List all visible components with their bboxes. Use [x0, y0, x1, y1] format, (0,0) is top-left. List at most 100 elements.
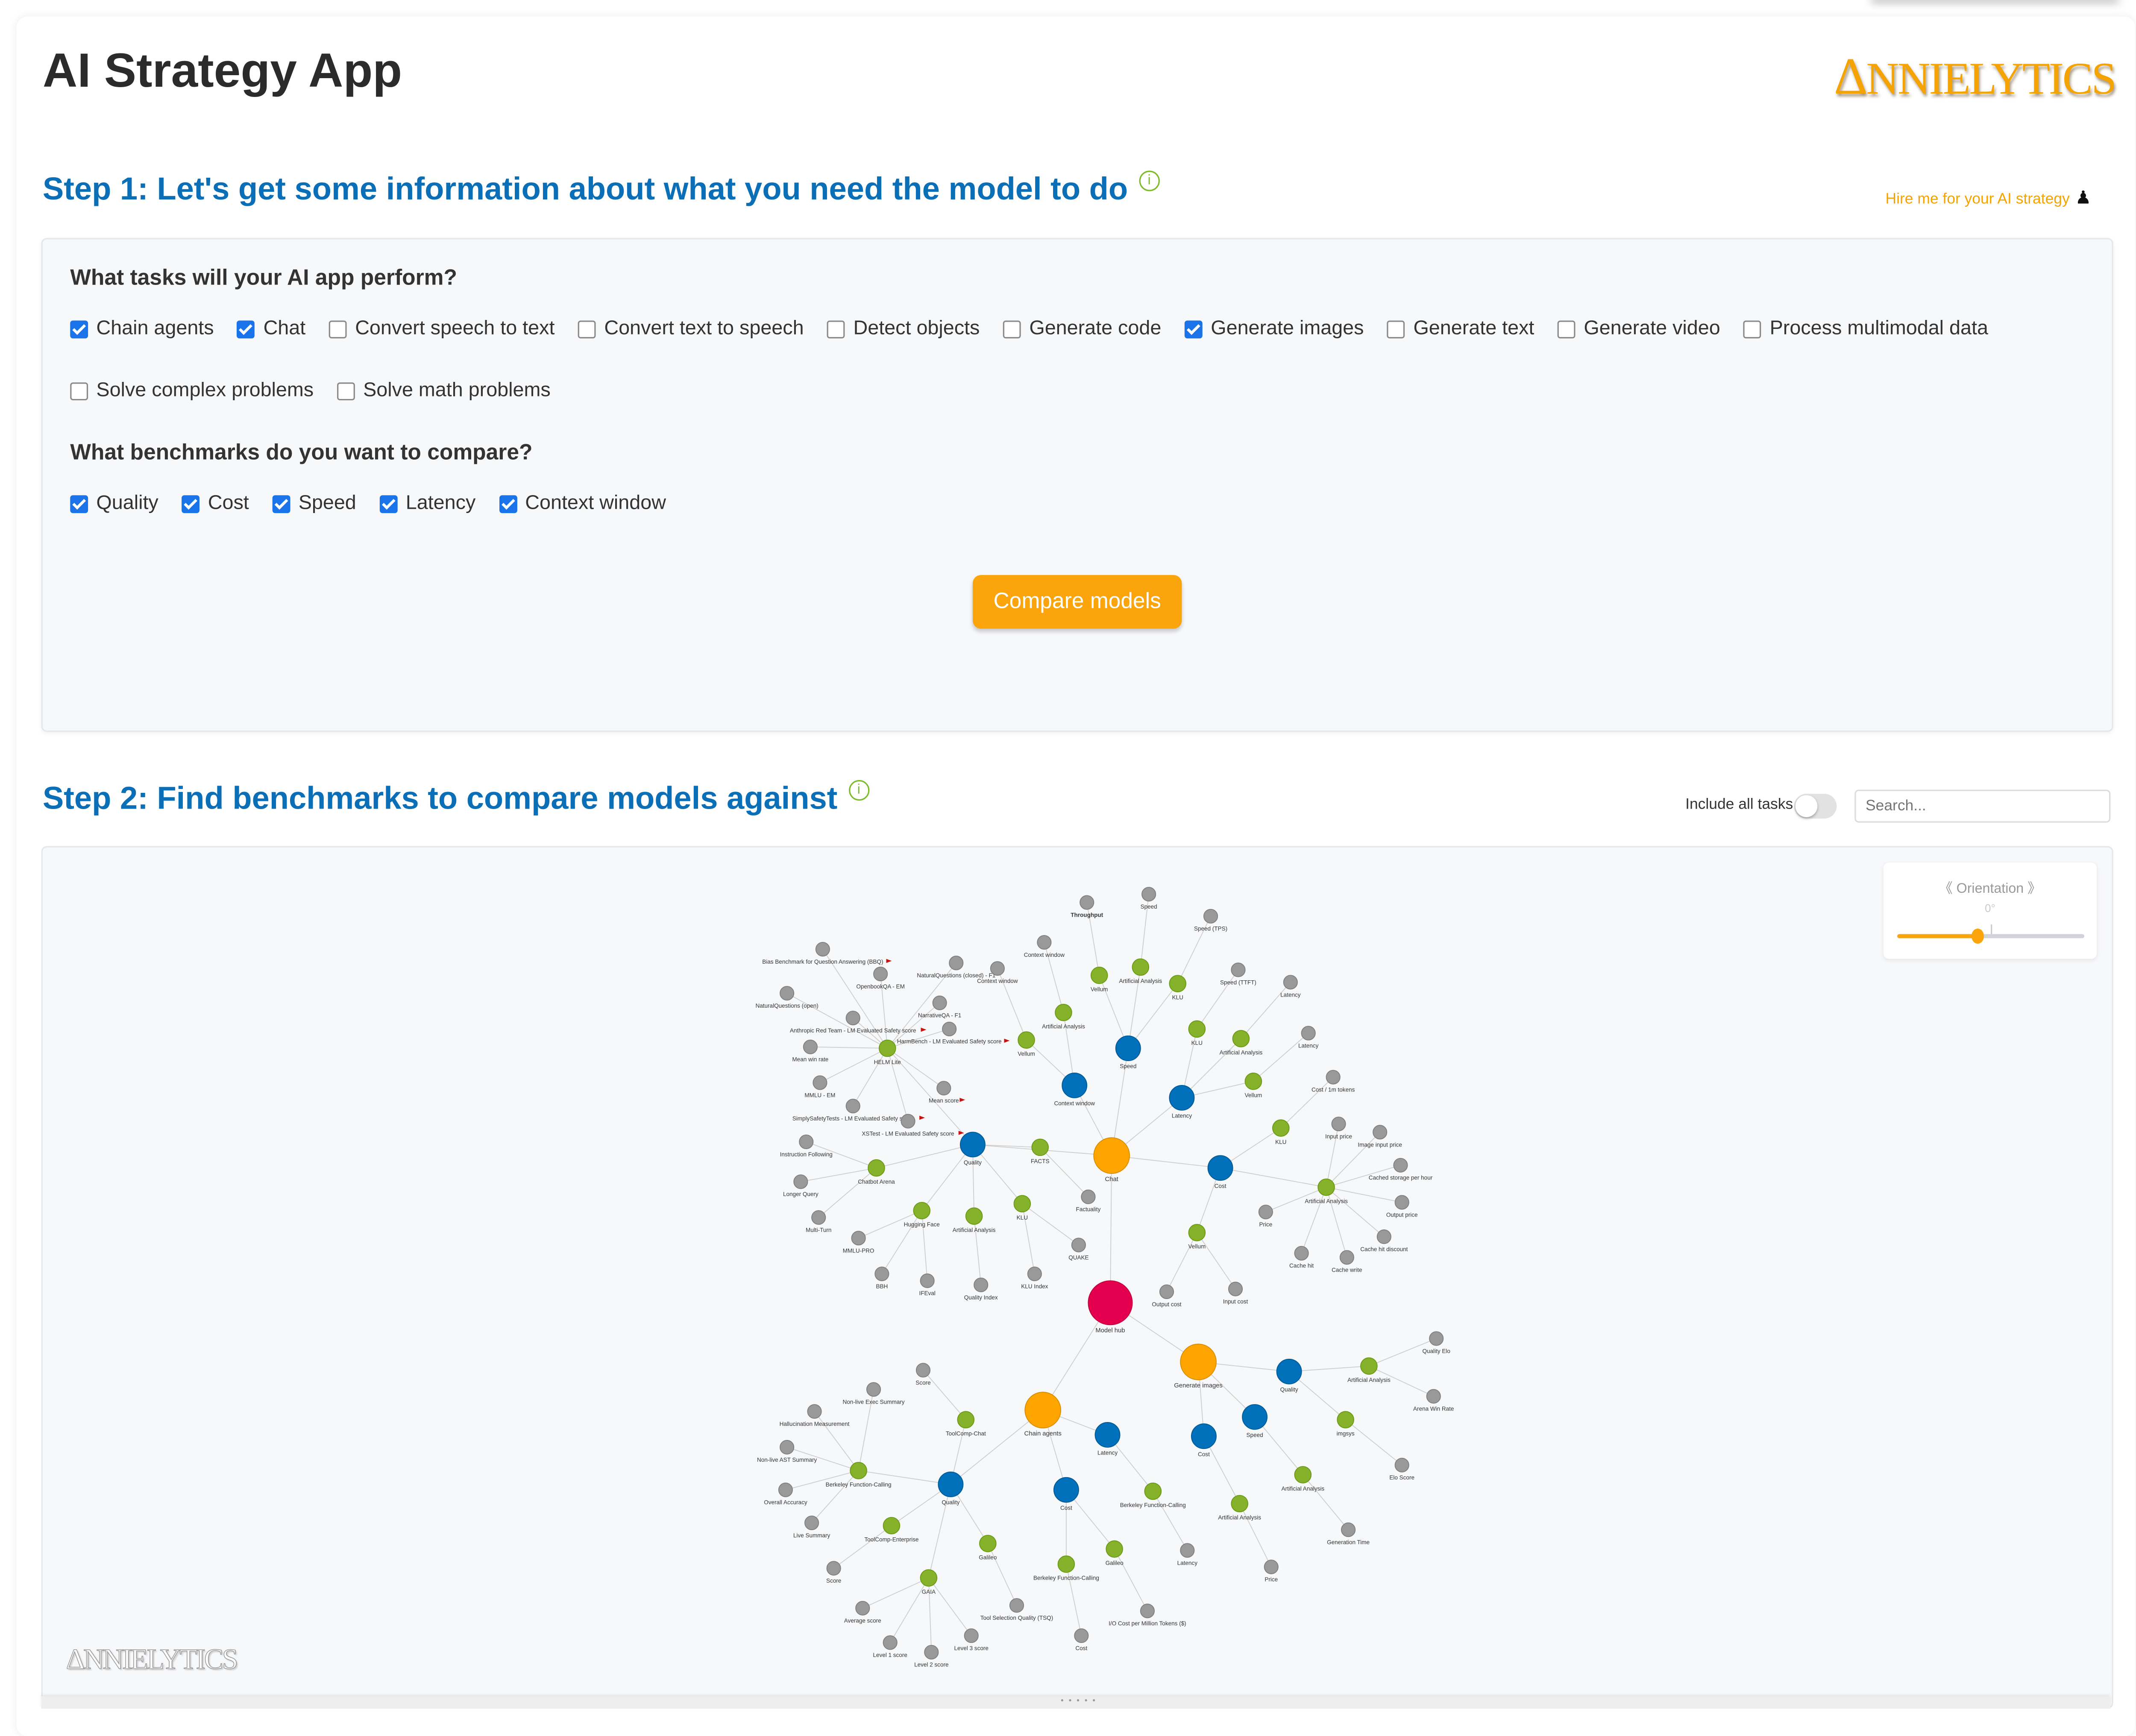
graph-node-metric[interactable]: Level 2 score: [914, 1645, 948, 1668]
node-circle[interactable]: [1140, 1604, 1155, 1619]
checkbox-box[interactable]: [70, 320, 88, 338]
node-circle[interactable]: [1326, 1070, 1341, 1085]
checkbox-generate-code[interactable]: Generate code: [1003, 318, 1161, 340]
node-circle[interactable]: [920, 1569, 938, 1587]
graph-node-benchmark[interactable]: Speed: [1242, 1404, 1268, 1438]
node-circle[interactable]: [1031, 1138, 1049, 1156]
checkbox-label[interactable]: Chain agents: [96, 317, 214, 340]
graph-node-metric[interactable]: Elo Score: [1389, 1457, 1414, 1481]
graph-node-metric[interactable]: NaturalQuestions (open): [756, 986, 819, 1009]
node-circle[interactable]: [1376, 1229, 1391, 1244]
node-circle[interactable]: [949, 956, 964, 971]
graph-node-source[interactable]: Hugging Face: [904, 1202, 940, 1228]
checkbox-label[interactable]: Generate video: [1584, 317, 1720, 340]
graph-node-source[interactable]: FACTS: [1031, 1138, 1050, 1164]
node-circle[interactable]: [1232, 1030, 1250, 1047]
node-circle[interactable]: [804, 1516, 819, 1531]
checkbox-box[interactable]: [379, 494, 398, 513]
graph-node-metric[interactable]: Instruction Following: [780, 1134, 833, 1158]
checkbox-speed[interactable]: Speed: [272, 493, 356, 514]
graph-node-source[interactable]: Artificial Analysis: [1218, 1495, 1261, 1521]
node-circle[interactable]: [1141, 887, 1156, 902]
checkbox-label[interactable]: Solve math problems: [363, 379, 551, 402]
node-circle[interactable]: [874, 1267, 889, 1281]
graph-node-benchmark[interactable]: Latency: [1094, 1422, 1121, 1456]
graph-node-metric[interactable]: Cache hit: [1289, 1246, 1314, 1269]
node-circle[interactable]: [936, 1081, 951, 1096]
graph-node-metric[interactable]: Cache write: [1332, 1250, 1362, 1273]
graph-node-source[interactable]: Vellum: [1018, 1031, 1035, 1057]
node-circle[interactable]: [1088, 1280, 1133, 1325]
graph-node-metric[interactable]: Score: [915, 1363, 931, 1386]
graph-node-metric[interactable]: Multi-Turn: [806, 1210, 831, 1233]
node-circle[interactable]: [1231, 962, 1246, 977]
node-circle[interactable]: [1360, 1357, 1378, 1375]
node-circle[interactable]: [1258, 1205, 1273, 1220]
node-circle[interactable]: [1264, 1560, 1279, 1575]
node-circle[interactable]: [920, 1273, 935, 1288]
graph-node-metric[interactable]: KLU Index: [1021, 1267, 1048, 1290]
checkbox-label[interactable]: Cost: [208, 492, 249, 515]
graph-node-metric[interactable]: Context window: [1024, 935, 1065, 958]
graph-node-benchmark[interactable]: Quality: [959, 1132, 986, 1166]
checkbox-label[interactable]: Quality: [96, 492, 158, 515]
checkbox-label[interactable]: Detect objects: [853, 317, 980, 340]
node-circle[interactable]: [957, 1411, 975, 1428]
checkbox-box[interactable]: [237, 320, 255, 338]
graph-node-metric[interactable]: Average score: [844, 1601, 881, 1624]
graph-node-metric[interactable]: NarrativeQA - F1: [918, 995, 961, 1019]
graph-node-metric[interactable]: Arena Win Rate: [1413, 1389, 1454, 1412]
graph-node-metric[interactable]: Throughput: [1071, 895, 1103, 918]
graph-node-metric[interactable]: Mean score: [929, 1081, 965, 1104]
graph-node-source[interactable]: KLU: [1272, 1119, 1290, 1145]
node-circle[interactable]: [813, 1075, 827, 1090]
graph-node-benchmark[interactable]: Cost: [1053, 1477, 1079, 1511]
checkbox-label[interactable]: Convert speech to text: [355, 317, 555, 340]
search-input[interactable]: [1854, 789, 2111, 823]
graph-node-metric[interactable]: Price: [1264, 1560, 1279, 1583]
node-circle[interactable]: [1337, 1411, 1354, 1428]
graph-node-metric[interactable]: Output price: [1386, 1195, 1418, 1218]
node-circle[interactable]: [915, 1363, 931, 1378]
graph-node-metric[interactable]: Generation Time: [1327, 1522, 1370, 1545]
checkbox-label[interactable]: Process multimodal data: [1769, 317, 1988, 340]
node-circle[interactable]: [1294, 1246, 1309, 1261]
graph-node-benchmark[interactable]: Cost: [1191, 1423, 1217, 1457]
node-circle[interactable]: [1159, 1284, 1174, 1299]
node-circle[interactable]: [1339, 1250, 1354, 1265]
graph-node-source[interactable]: Berkeley Function-Calling: [1033, 1555, 1099, 1581]
node-circle[interactable]: [799, 1134, 814, 1150]
node-circle[interactable]: [924, 1645, 939, 1660]
node-circle[interactable]: [1394, 1195, 1409, 1210]
node-circle[interactable]: [1180, 1543, 1195, 1558]
checkbox-label[interactable]: Convert text to speech: [604, 317, 804, 340]
checkbox-label[interactable]: Generate images: [1211, 317, 1364, 340]
graph-node-metric[interactable]: Latency: [1298, 1026, 1319, 1049]
slider-handle[interactable]: [1972, 928, 1985, 944]
checkbox-label[interactable]: Generate text: [1413, 317, 1535, 340]
node-circle[interactable]: [793, 1174, 808, 1189]
checkbox-box[interactable]: [182, 494, 200, 513]
node-circle[interactable]: [1393, 1158, 1408, 1173]
node-circle[interactable]: [1013, 1195, 1031, 1213]
graph-node-metric[interactable]: Quality Index: [964, 1277, 998, 1301]
node-circle[interactable]: [1394, 1457, 1409, 1472]
node-circle[interactable]: [979, 1535, 997, 1552]
graph-node-metric[interactable]: Price: [1258, 1205, 1273, 1228]
checkbox-chat[interactable]: Chat: [237, 318, 305, 340]
checkbox-label[interactable]: Latency: [405, 492, 476, 515]
graph-node-source[interactable]: Artificial Analysis: [953, 1207, 996, 1233]
checkbox-solve-complex-problems[interactable]: Solve complex problems: [70, 380, 314, 402]
hire-me-text[interactable]: Hire me for your AI strategy: [1885, 191, 2070, 208]
info-icon[interactable]: i: [1138, 170, 1160, 191]
graph-node-source[interactable]: Galileo: [979, 1535, 997, 1560]
node-circle[interactable]: [1188, 1020, 1206, 1038]
node-circle[interactable]: [1207, 1155, 1233, 1181]
checkbox-box[interactable]: [337, 381, 355, 400]
checkbox-box[interactable]: [272, 494, 290, 513]
graph-node-benchmark[interactable]: Quality: [938, 1471, 964, 1506]
checkbox-box[interactable]: [499, 494, 517, 513]
node-circle[interactable]: [1053, 1477, 1079, 1503]
node-circle[interactable]: [1373, 1125, 1388, 1140]
graph-node-metric[interactable]: Input cost: [1223, 1281, 1248, 1305]
